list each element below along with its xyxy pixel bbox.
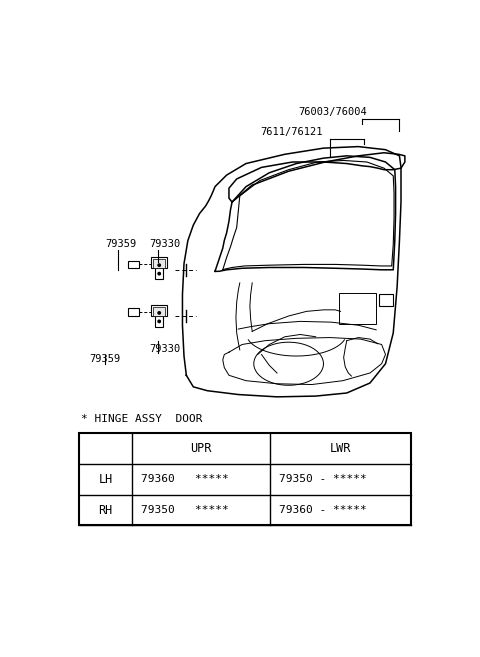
Circle shape [157, 272, 161, 275]
Bar [152, 306, 167, 316]
Text: 7611/76121: 7611/76121 [260, 127, 323, 137]
Text: 76003/76004: 76003/76004 [298, 107, 367, 117]
Text: 79359: 79359 [105, 238, 136, 249]
Bar [128, 308, 139, 316]
Text: 79359: 79359 [89, 354, 120, 364]
Bar [156, 265, 163, 279]
Bar [379, 294, 393, 306]
Bar [153, 259, 166, 268]
Text: * HINGE ASSY  DOOR: * HINGE ASSY DOOR [81, 415, 203, 424]
Text: 79330: 79330 [149, 344, 180, 354]
Text: 79330: 79330 [149, 238, 180, 249]
Bar [79, 433, 411, 526]
Text: LH: LH [98, 473, 113, 486]
Text: 79360   *****: 79360 ***** [142, 474, 229, 484]
Text: LWR: LWR [330, 442, 351, 455]
Text: 79350   *****: 79350 ***** [142, 505, 229, 515]
Bar [339, 293, 376, 324]
Circle shape [157, 311, 161, 315]
Text: 79350 - *****: 79350 - ***** [279, 474, 367, 484]
Circle shape [157, 263, 161, 267]
Text: 79360 - *****: 79360 - ***** [279, 505, 367, 515]
Text: RH: RH [98, 503, 113, 516]
Bar [128, 261, 139, 268]
Text: UPR: UPR [191, 442, 212, 455]
Bar [152, 258, 167, 268]
Circle shape [157, 319, 161, 323]
Bar [156, 313, 163, 327]
Bar [153, 307, 166, 316]
